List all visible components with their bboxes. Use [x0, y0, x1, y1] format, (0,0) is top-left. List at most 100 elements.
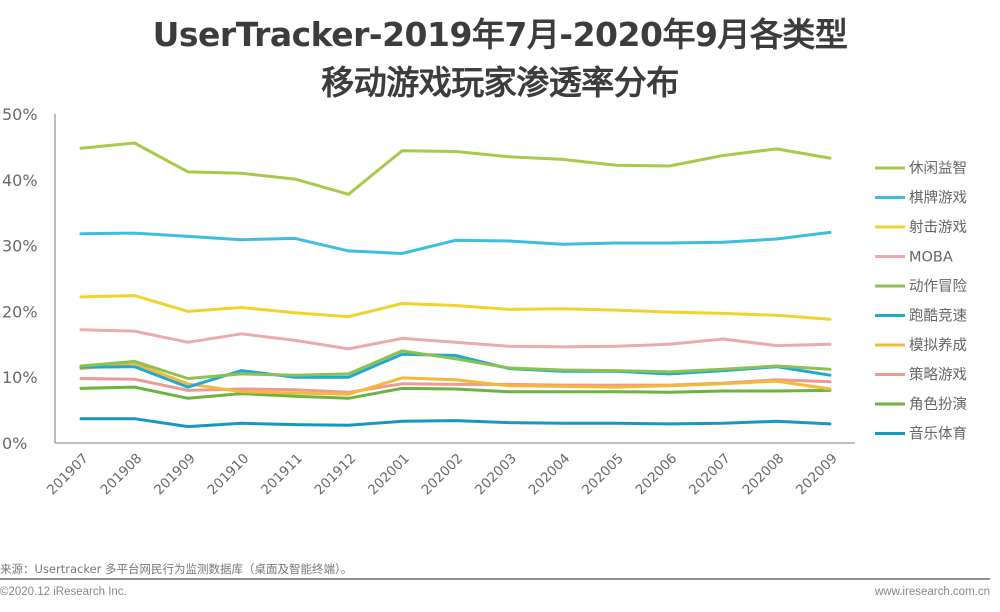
- data-point: [240, 306, 243, 309]
- data-point: [454, 354, 457, 357]
- data-point: [668, 370, 671, 374]
- x-tick-label: 201910: [205, 451, 253, 499]
- data-point: [186, 170, 190, 174]
- copyright: ©2020.12 iResearch Inc.: [0, 586, 127, 598]
- data-point: [400, 337, 404, 340]
- data-point: [828, 422, 832, 426]
- legend-label: 跑酷竞速: [909, 307, 967, 325]
- legend-item: 角色扮演: [875, 396, 967, 413]
- data-point: [133, 360, 136, 363]
- data-point: [400, 387, 404, 390]
- data-point: [79, 295, 83, 299]
- data-point: [828, 156, 832, 160]
- data-point: [775, 420, 778, 423]
- data-point: [454, 383, 457, 386]
- data-point: [721, 382, 725, 385]
- data-point: [133, 294, 136, 297]
- line-chart: 0%10%20%30%40%50% 201907 201908 201909 2019…: [2, 105, 967, 499]
- data-point: [828, 368, 832, 371]
- data-point: [668, 310, 671, 314]
- series-line: [79, 230, 832, 255]
- x-axis: 201907 201908 201909 201910 201911 201912 2020…: [44, 442, 855, 499]
- data-point: [775, 364, 778, 368]
- data-point: [400, 376, 404, 380]
- data-point: [775, 344, 778, 347]
- data-point: [240, 387, 243, 391]
- data-point: [347, 424, 350, 427]
- data-point: [293, 391, 297, 395]
- data-point: [133, 329, 136, 333]
- data-point: [293, 339, 297, 342]
- data-point: [507, 239, 511, 243]
- legend-item: 模拟养成: [875, 337, 967, 354]
- data-point: [454, 341, 457, 344]
- legend-item: 休闲益智: [875, 160, 967, 177]
- data-point: [721, 337, 725, 341]
- data-point: [668, 422, 671, 426]
- data-point: [668, 343, 671, 346]
- data-point: [507, 308, 511, 311]
- data-point: [721, 389, 725, 393]
- data-point: [614, 422, 618, 425]
- data-point: [775, 237, 778, 241]
- data-point: [293, 395, 297, 398]
- data-point: [507, 390, 511, 393]
- data-point: [133, 417, 136, 420]
- data-point: [454, 387, 457, 391]
- x-tick-label: 202004: [526, 451, 574, 499]
- data-point: [614, 241, 618, 245]
- series-3: [79, 328, 832, 351]
- data-point: [240, 172, 243, 175]
- series-8: [79, 385, 832, 400]
- website-link: www.iresearch.com.cn: [874, 586, 990, 598]
- series-line: [79, 294, 832, 321]
- x-tick-label: 202005: [579, 451, 627, 499]
- data-point: [400, 349, 404, 353]
- legend-label: 射击游戏: [909, 219, 967, 236]
- data-point: [507, 421, 511, 424]
- series-0: [79, 141, 832, 196]
- data-point: [507, 384, 511, 387]
- data-point: [347, 315, 350, 318]
- series-lines: [79, 141, 832, 429]
- data-point: [400, 149, 404, 152]
- y-tick-label: 10%: [2, 368, 38, 387]
- data-point: [293, 423, 297, 426]
- x-tick-label: 201912: [312, 451, 360, 499]
- data-point: [347, 249, 350, 253]
- data-point: [240, 369, 243, 372]
- data-point: [721, 422, 725, 425]
- data-point: [614, 164, 618, 167]
- data-point: [293, 388, 297, 391]
- legend-item: 射击游戏: [875, 219, 967, 236]
- legend-label: 模拟养成: [909, 337, 967, 354]
- data-point: [828, 380, 832, 383]
- data-point: [133, 378, 136, 381]
- data-point: [828, 343, 832, 346]
- data-point: [454, 239, 457, 242]
- data-point: [79, 364, 83, 368]
- data-point: [400, 353, 404, 356]
- series-9: [79, 417, 832, 429]
- data-point: [828, 374, 832, 377]
- data-point: [293, 237, 297, 240]
- data-point: [347, 347, 350, 351]
- data-point: [186, 377, 190, 380]
- y-tick-label: 20%: [2, 302, 38, 321]
- data-point: [454, 357, 457, 360]
- data-point: [186, 341, 190, 344]
- data-point: [668, 391, 671, 394]
- data-point: [347, 397, 350, 400]
- data-point: [400, 420, 404, 423]
- data-point: [79, 232, 83, 235]
- data-point: [186, 397, 190, 400]
- legend-item: 动作冒险: [875, 278, 967, 295]
- data-point: [186, 382, 190, 385]
- data-point: [775, 389, 778, 393]
- data-point: [79, 328, 83, 331]
- data-point: [614, 385, 618, 389]
- data-point: [721, 241, 725, 244]
- data-point: [347, 372, 350, 376]
- y-tick-label: 0%: [2, 434, 27, 453]
- legend-item: 跑酷竞速: [875, 307, 967, 325]
